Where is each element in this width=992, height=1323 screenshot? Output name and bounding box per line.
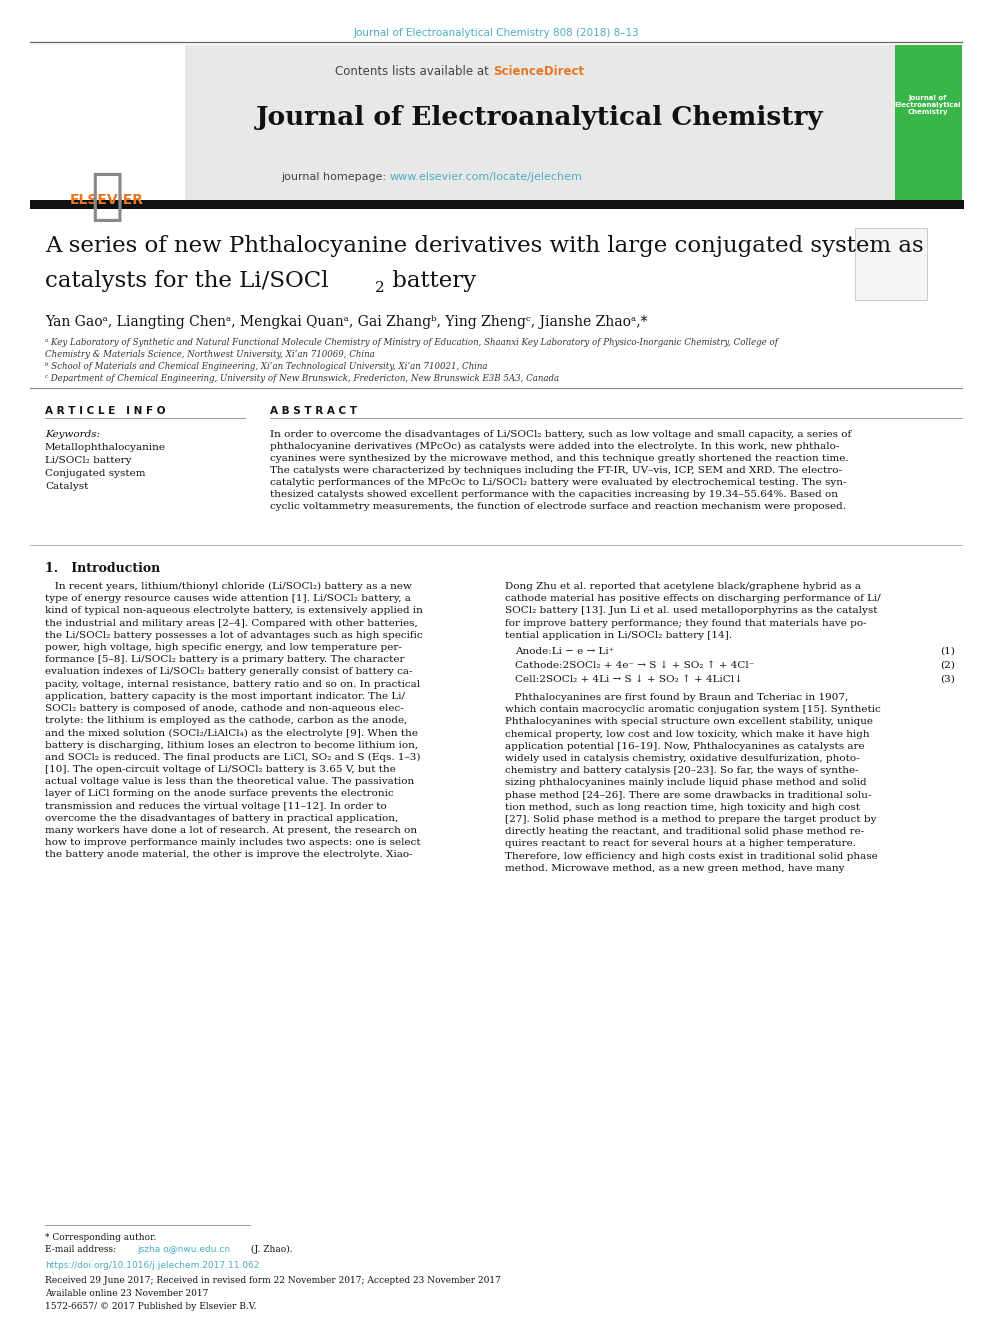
Text: kind of typical non-aqueous electrolyte battery, is extensively applied in: kind of typical non-aqueous electrolyte … xyxy=(45,606,423,615)
Text: (2): (2) xyxy=(940,662,955,669)
Text: https://doi.org/10.1016/j.jelechem.2017.11.062: https://doi.org/10.1016/j.jelechem.2017.… xyxy=(45,1261,260,1270)
Text: Available online 23 November 2017: Available online 23 November 2017 xyxy=(45,1289,208,1298)
Text: transmission and reduces the virtual voltage [11–12]. In order to: transmission and reduces the virtual vol… xyxy=(45,802,387,811)
Text: widely used in catalysis chemistry, oxidative desulfurization, photo-: widely used in catalysis chemistry, oxid… xyxy=(505,754,860,763)
Text: ELSEVIER: ELSEVIER xyxy=(70,193,144,206)
Text: Catalyst: Catalyst xyxy=(45,482,88,491)
Text: and SOCl₂ is reduced. The final products are LiCl, SO₂ and S (Eqs. 1–3): and SOCl₂ is reduced. The final products… xyxy=(45,753,421,762)
Text: The catalysts were characterized by techniques including the FT-IR, UV–vis, ICP,: The catalysts were characterized by tech… xyxy=(270,466,842,475)
Text: SOCl₂ battery [13]. Jun Li et al. used metalloporphyrins as the catalyst: SOCl₂ battery [13]. Jun Li et al. used m… xyxy=(505,606,878,615)
Text: application, battery capacity is the most important indicator. The Li/: application, battery capacity is the mos… xyxy=(45,692,405,701)
Text: Yan Gaoᵃ, Liangting Chenᵃ, Mengkai Quanᵃ, Gai Zhangᵇ, Ying Zhengᶜ, Jianshe Zhaoᵃ: Yan Gaoᵃ, Liangting Chenᵃ, Mengkai Quanᵃ… xyxy=(45,315,648,329)
Text: Therefore, low efficiency and high costs exist in traditional solid phase: Therefore, low efficiency and high costs… xyxy=(505,852,878,860)
Text: A R T I C L E   I N F O: A R T I C L E I N F O xyxy=(45,406,166,415)
Text: the Li/SOCl₂ battery possesses a lot of advantages such as high specific: the Li/SOCl₂ battery possesses a lot of … xyxy=(45,631,423,640)
Text: catalysts for the Li/SOCl: catalysts for the Li/SOCl xyxy=(45,270,328,292)
Text: ᵇ School of Materials and Chemical Engineering, Xi’an Technological University, : ᵇ School of Materials and Chemical Engin… xyxy=(45,363,487,370)
Text: Phthalocyanines with special structure own excellent stability, unique: Phthalocyanines with special structure o… xyxy=(505,717,873,726)
Text: chemistry and battery catalysis [20–23]. So far, the ways of synthe-: chemistry and battery catalysis [20–23].… xyxy=(505,766,859,775)
Text: ᵃ Key Laboratory of Synthetic and Natural Functional Molecule Chemistry of Minis: ᵃ Key Laboratory of Synthetic and Natura… xyxy=(45,337,778,347)
Text: [10]. The open-circuit voltage of Li/SOCl₂ battery is 3.65 V, but the: [10]. The open-circuit voltage of Li/SOC… xyxy=(45,765,396,774)
Text: power, high voltage, high specific energy, and low temperature per-: power, high voltage, high specific energ… xyxy=(45,643,402,652)
Text: Check for
updates: Check for updates xyxy=(876,273,906,283)
Text: Received 29 June 2017; Received in revised form 22 November 2017; Accepted 23 No: Received 29 June 2017; Received in revis… xyxy=(45,1275,501,1285)
Text: Cathode:2SOCl₂ + 4e⁻ → S ↓ + SO₂ ↑ + 4Cl⁻: Cathode:2SOCl₂ + 4e⁻ → S ↓ + SO₂ ↑ + 4Cl… xyxy=(515,662,754,669)
Circle shape xyxy=(884,249,898,259)
Text: Anode:Li − e → Li⁺: Anode:Li − e → Li⁺ xyxy=(515,647,614,656)
Text: Chemistry & Materials Science, Northwest University, Xi’an 710069, China: Chemistry & Materials Science, Northwest… xyxy=(45,351,375,359)
Text: phthalocyanine derivatives (MPcOc) as catalysts were added into the electrolyte.: phthalocyanine derivatives (MPcOc) as ca… xyxy=(270,442,839,451)
Text: [27]. Solid phase method is a method to prepare the target product by: [27]. Solid phase method is a method to … xyxy=(505,815,877,824)
Text: which contain macrocyclic aromatic conjugation system [15]. Synthetic: which contain macrocyclic aromatic conju… xyxy=(505,705,881,714)
Text: cyclic voltammetry measurements, the function of electrode surface and reaction : cyclic voltammetry measurements, the fun… xyxy=(270,501,846,511)
Text: pacity, voltage, internal resistance, battery ratio and so on. In practical: pacity, voltage, internal resistance, ba… xyxy=(45,680,421,688)
Text: jszha o@nwu.edu.cn: jszha o@nwu.edu.cn xyxy=(137,1245,230,1254)
Text: Metallophthalocyanine: Metallophthalocyanine xyxy=(45,443,166,452)
Text: In order to overcome the disadvantages of Li/SOCl₂ battery, such as low voltage : In order to overcome the disadvantages o… xyxy=(270,430,851,439)
Text: * Corresponding author.: * Corresponding author. xyxy=(45,1233,157,1242)
Text: how to improve performance mainly includes two aspects: one is select: how to improve performance mainly includ… xyxy=(45,839,421,847)
Text: A B S T R A C T: A B S T R A C T xyxy=(270,406,357,415)
Text: E-mail address:: E-mail address: xyxy=(45,1245,119,1254)
Text: chemical property, low cost and low toxicity, which make it have high: chemical property, low cost and low toxi… xyxy=(505,729,870,738)
Text: sizing phthalocyanines mainly include liquid phase method and solid: sizing phthalocyanines mainly include li… xyxy=(505,778,867,787)
Text: layer of LiCl forming on the anode surface prevents the electronic: layer of LiCl forming on the anode surfa… xyxy=(45,790,394,798)
Text: directly heating the reactant, and traditional solid phase method re-: directly heating the reactant, and tradi… xyxy=(505,827,864,836)
Text: Conjugated system: Conjugated system xyxy=(45,468,146,478)
Text: cathode material has positive effects on discharging performance of Li/: cathode material has positive effects on… xyxy=(505,594,881,603)
Text: many workers have done a lot of research. At present, the research on: many workers have done a lot of research… xyxy=(45,826,417,835)
Text: and the mixed solution (SOCl₂/LiAlCl₄) as the electrolyte [9]. When the: and the mixed solution (SOCl₂/LiAlCl₄) a… xyxy=(45,729,418,737)
Text: trolyte: the lithium is employed as the cathode, carbon as the anode,: trolyte: the lithium is employed as the … xyxy=(45,716,408,725)
Text: (J. Zhao).: (J. Zhao). xyxy=(248,1245,293,1254)
Text: battery: battery xyxy=(385,270,476,292)
Text: Cell:2SOCl₂ + 4Li → S ↓ + SO₂ ↑ + 4LiCl↓: Cell:2SOCl₂ + 4Li → S ↓ + SO₂ ↑ + 4LiCl↓ xyxy=(515,675,743,684)
Text: Journal of Electroanalytical Chemistry: Journal of Electroanalytical Chemistry xyxy=(256,105,823,130)
Text: tential application in Li/SOCl₂ battery [14].: tential application in Li/SOCl₂ battery … xyxy=(505,631,732,640)
Text: Contents lists available at: Contents lists available at xyxy=(335,65,493,78)
Text: Journal of Electroanalytical Chemistry 808 (2018) 8–13: Journal of Electroanalytical Chemistry 8… xyxy=(353,28,639,38)
Text: Journal of
Electroanalytical
Chemistry: Journal of Electroanalytical Chemistry xyxy=(895,95,961,115)
Text: Li/SOCl₂ battery: Li/SOCl₂ battery xyxy=(45,456,132,464)
Text: thesized catalysts showed excellent performance with the capacities increasing b: thesized catalysts showed excellent perf… xyxy=(270,490,838,499)
Text: catalytic performances of the MPcOc to Li/SOCl₂ battery were evaluated by electr: catalytic performances of the MPcOc to L… xyxy=(270,478,846,487)
Text: SOCl₂ battery is composed of anode, cathode and non-aqueous elec-: SOCl₂ battery is composed of anode, cath… xyxy=(45,704,404,713)
Text: tion method, such as long reaction time, high toxicity and high cost: tion method, such as long reaction time,… xyxy=(505,803,860,812)
Text: 2: 2 xyxy=(375,280,385,295)
Text: ScienceDirect: ScienceDirect xyxy=(493,65,584,78)
Text: phase method [24–26]. There are some drawbacks in traditional solu-: phase method [24–26]. There are some dra… xyxy=(505,791,871,799)
Text: Keywords:: Keywords: xyxy=(45,430,100,439)
Text: for improve battery performance; they found that materials have po-: for improve battery performance; they fo… xyxy=(505,619,867,627)
Text: 🌳: 🌳 xyxy=(90,169,124,224)
Text: actual voltage value is less than the theoretical value. The passivation: actual voltage value is less than the th… xyxy=(45,777,415,786)
Text: Dong Zhu et al. reported that acetylene black/graphene hybrid as a: Dong Zhu et al. reported that acetylene … xyxy=(505,582,861,591)
Circle shape xyxy=(875,242,907,266)
Text: Phthalocyanines are first found by Braun and Tcheriac in 1907,: Phthalocyanines are first found by Braun… xyxy=(505,693,848,703)
Text: method. Microwave method, as a new green method, have many: method. Microwave method, as a new green… xyxy=(505,864,844,873)
Text: battery is discharging, lithium loses an electron to become lithium ion,: battery is discharging, lithium loses an… xyxy=(45,741,418,750)
Text: 1572-6657/ © 2017 Published by Elsevier B.V.: 1572-6657/ © 2017 Published by Elsevier … xyxy=(45,1302,257,1311)
Text: evaluation indexes of Li/SOCl₂ battery generally consist of battery ca-: evaluation indexes of Li/SOCl₂ battery g… xyxy=(45,667,413,676)
Text: cyanines were synthesized by the microwave method, and this technique greatly sh: cyanines were synthesized by the microwa… xyxy=(270,454,848,463)
Text: www.elsevier.com/locate/jelechem: www.elsevier.com/locate/jelechem xyxy=(390,172,583,183)
Text: the industrial and military areas [2–4]. Compared with other batteries,: the industrial and military areas [2–4].… xyxy=(45,619,418,627)
Text: (1): (1) xyxy=(940,647,955,656)
Text: application potential [16–19]. Now, Phthalocyanines as catalysts are: application potential [16–19]. Now, Phth… xyxy=(505,742,865,750)
Text: quires reactant to react for several hours at a higher temperature.: quires reactant to react for several hou… xyxy=(505,839,856,848)
Circle shape xyxy=(864,233,919,275)
Text: In recent years, lithium/thionyl chloride (Li/SOCl₂) battery as a new: In recent years, lithium/thionyl chlorid… xyxy=(45,582,412,591)
Text: 1.   Introduction: 1. Introduction xyxy=(45,562,161,576)
Text: ᶜ Department of Chemical Engineering, University of New Brunswick, Fredericton, : ᶜ Department of Chemical Engineering, Un… xyxy=(45,374,559,382)
Text: journal homepage:: journal homepage: xyxy=(282,172,390,183)
Text: formance [5–8]. Li/SOCl₂ battery is a primary battery. The character: formance [5–8]. Li/SOCl₂ battery is a pr… xyxy=(45,655,405,664)
Text: type of energy resource causes wide attention [1]. Li/SOCl₂ battery, a: type of energy resource causes wide atte… xyxy=(45,594,411,603)
Text: (3): (3) xyxy=(940,675,955,684)
Text: the battery anode material, the other is improve the electrolyte. Xiao-: the battery anode material, the other is… xyxy=(45,851,413,860)
Text: overcome the the disadvantages of battery in practical application,: overcome the the disadvantages of batter… xyxy=(45,814,398,823)
Text: A series of new Phthalocyanine derivatives with large conjugated system as: A series of new Phthalocyanine derivativ… xyxy=(45,235,924,257)
